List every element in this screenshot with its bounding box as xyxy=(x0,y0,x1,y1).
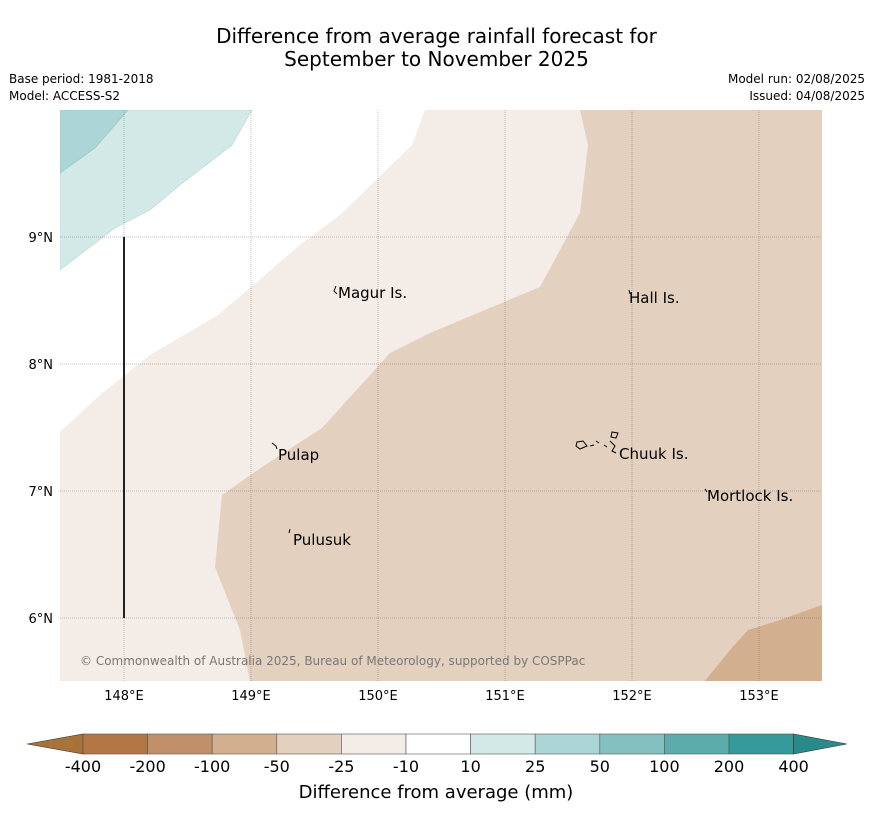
lat-label-6: 6°N xyxy=(29,612,54,627)
island-chuuk-5 xyxy=(603,444,608,448)
latitude-labels: 9°N 8°N 7°N 6°N xyxy=(29,231,54,627)
lon-label-150: 150°E xyxy=(358,689,398,704)
colorbar-box--25-to--10 xyxy=(341,733,407,755)
island-chuuk-3 xyxy=(589,444,595,447)
lat-label-9: 9°N xyxy=(29,231,54,246)
colorbar-title: Difference from average (mm) xyxy=(299,782,574,803)
place-label-mortlock: Mortlock Is. xyxy=(707,487,793,505)
band-minus50-minus25 xyxy=(215,110,822,681)
map-panel: Magur Is. Hall Is. Pulap Chuuk Is. Mortl… xyxy=(60,110,822,681)
colorbar-box--50-to--25 xyxy=(276,733,342,755)
lon-label-152: 152°E xyxy=(612,689,652,704)
colorbar-box--400-to--200 xyxy=(82,733,148,755)
colorbar-tick-label: 100 xyxy=(649,757,680,776)
colorbar: -400 -200 -100 -50 -25 -10 10 25 50 100 200 400 xyxy=(26,733,848,776)
colorbar-tick-label: 50 xyxy=(590,757,610,776)
colorbar-box-200-to-400 xyxy=(728,733,794,755)
colorbar-box-10-to-25 xyxy=(470,733,536,755)
colorbar-tick-label: 10 xyxy=(460,757,480,776)
island-mortlock xyxy=(704,488,708,493)
colorbar-box--10-to-10 xyxy=(405,733,471,755)
lon-label-153: 153°E xyxy=(739,689,779,704)
map-title-line-1: Difference from average rainfall forecas… xyxy=(216,24,657,48)
model-text: Model: ACCESS-S2 xyxy=(9,89,121,103)
place-label-chuuk: Chuuk Is. xyxy=(619,445,688,463)
island-pulusuk xyxy=(288,528,291,534)
island-chuuk-6 xyxy=(609,440,617,454)
place-label-pulusuk: Pulusuk xyxy=(293,531,351,549)
island-outlines xyxy=(271,285,708,534)
colorbar-extension-high xyxy=(793,733,848,755)
island-hall xyxy=(628,289,631,295)
model-run-text: Model run: 02/08/2025 xyxy=(727,72,865,86)
map-title-line-2: September to November 2025 xyxy=(284,47,589,71)
copyright-text: © Commonwealth of Australia 2025, Bureau… xyxy=(80,654,585,668)
colorbar-tick-label: -25 xyxy=(328,757,354,776)
colorbar-box-100-to-200 xyxy=(664,733,730,755)
colorbar-box--100-to--50 xyxy=(211,733,278,755)
colorbar-tick-label: -400 xyxy=(65,757,101,776)
colorbar-tick-label: 25 xyxy=(525,757,545,776)
island-chuuk-4 xyxy=(595,440,600,444)
island-chuuk-2 xyxy=(575,440,588,450)
longitude-labels: 148°E 149°E 150°E 151°E 152°E 153°E xyxy=(104,689,779,704)
colorbar-tick-label: -200 xyxy=(129,757,165,776)
colorbar-tick-label: -50 xyxy=(264,757,290,776)
island-pulap xyxy=(271,442,278,450)
colorbar-tick-label: -100 xyxy=(194,757,230,776)
place-label-hall: Hall Is. xyxy=(629,289,680,307)
island-chuuk-1 xyxy=(610,431,619,439)
lon-label-151: 151°E xyxy=(485,689,525,704)
lon-label-149: 149°E xyxy=(231,689,271,704)
place-label-pulap: Pulap xyxy=(278,446,319,464)
band-25-50 xyxy=(60,110,129,174)
graticule xyxy=(60,110,822,681)
colorbar-extension-low xyxy=(26,733,84,755)
metadata-left: Base period: 1981-2018 Model: ACCESS-S2 xyxy=(9,71,154,105)
colorbar-box-50-to-100 xyxy=(599,733,665,755)
lat-label-7: 7°N xyxy=(29,485,54,500)
colorbar-tick-label: 200 xyxy=(714,757,745,776)
base-period-text: Base period: 1981-2018 xyxy=(9,72,154,86)
issued-text: Issued: 04/08/2025 xyxy=(749,89,865,103)
metadata-right: Model run: 02/08/2025 Issued: 04/08/2025 xyxy=(728,71,865,105)
colorbar-box-25-to-50 xyxy=(534,733,601,755)
band-minus100-minus50 xyxy=(705,605,822,681)
colorbar-tick-label: -10 xyxy=(393,757,419,776)
band-10-25 xyxy=(60,110,253,271)
island-magur xyxy=(333,285,338,295)
lat-label-8: 8°N xyxy=(29,358,54,373)
colorbar-tick-label: 400 xyxy=(778,757,809,776)
colorbar-box--200-to--100 xyxy=(147,733,213,755)
lon-label-148: 148°E xyxy=(104,689,144,704)
place-label-magur: Magur Is. xyxy=(338,284,407,302)
